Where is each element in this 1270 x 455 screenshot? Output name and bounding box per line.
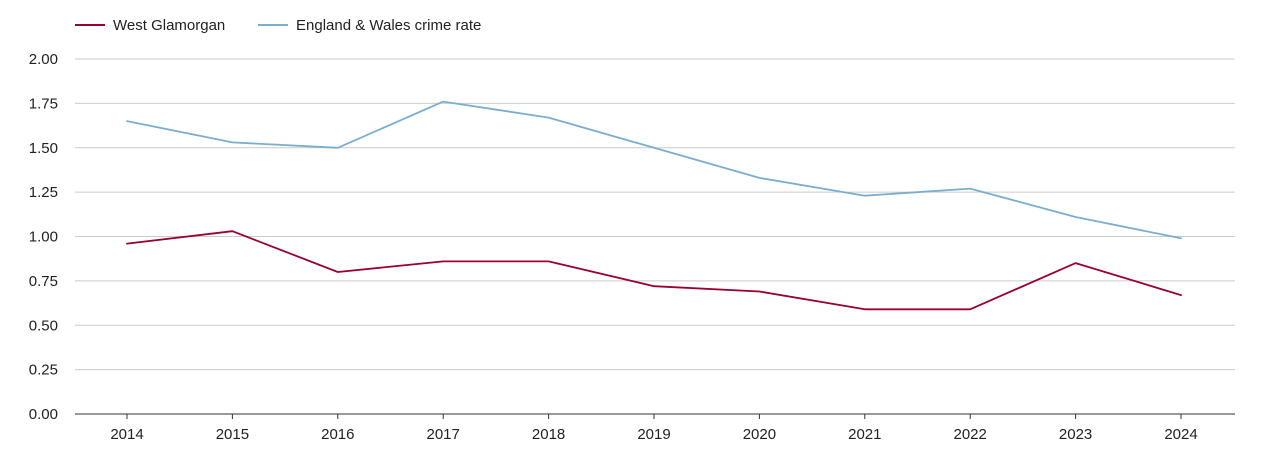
x-tick-label: 2014 [110, 426, 143, 443]
x-tick-label: 2020 [743, 426, 776, 443]
series-line-1 [126, 100, 1182, 240]
y-tick-label: 1.75 [29, 95, 58, 112]
y-tick-label: 2.00 [29, 51, 58, 68]
x-tick-label: 2021 [848, 426, 881, 443]
x-tick-label: 2017 [427, 426, 460, 443]
x-tick-label: 2023 [1059, 426, 1092, 443]
legend: West Glamorgan England & Wales crime rate [75, 17, 481, 34]
y-tick-label: 0.00 [29, 406, 58, 423]
x-tick-label: 2024 [1164, 426, 1197, 443]
x-tick-label: 2015 [216, 426, 249, 443]
y-tick-label: 0.25 [29, 362, 58, 379]
series-line-0 [126, 230, 1182, 311]
y-axis: 0.00 0.25 0.50 0.75 1.00 1.25 1.50 1.75 2.00 [29, 51, 58, 423]
series-layer [126, 100, 1182, 311]
legend-label: England & Wales crime rate [296, 17, 481, 34]
y-tick-label: 1.25 [29, 184, 58, 201]
x-tick-label: 2016 [321, 426, 354, 443]
y-tick-label: 0.50 [29, 317, 58, 334]
gridlines [75, 58, 1235, 415]
x-axis: 2014 2015 2016 2017 2018 2019 2020 2021 2022 2023… [110, 414, 1198, 443]
y-tick-label: 1.00 [29, 229, 58, 246]
x-tick-label: 2022 [954, 426, 987, 443]
x-tick-label: 2018 [532, 426, 565, 443]
x-tick-label: 2019 [637, 426, 670, 443]
y-tick-label: 1.50 [29, 140, 58, 157]
legend-label: West Glamorgan [113, 17, 225, 34]
y-tick-label: 0.75 [29, 273, 58, 290]
